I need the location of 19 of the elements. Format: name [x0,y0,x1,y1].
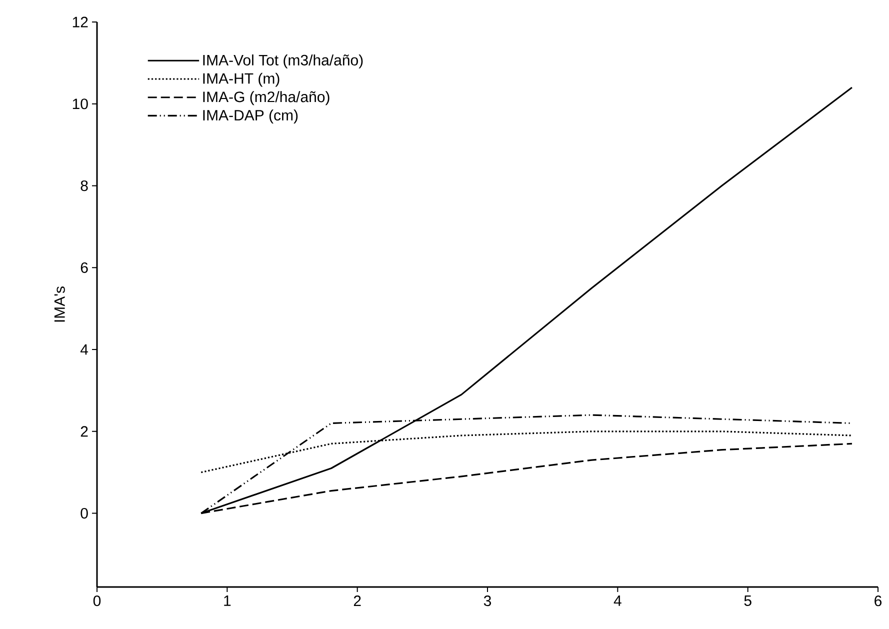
x-tick-label: 5 [744,596,752,606]
legend-label: IMA-DAP (cm) [203,110,298,124]
y-tick-label: 12 [72,16,88,28]
y-tick-label: 8 [80,180,88,192]
y-axis-title: IMA's [54,286,65,322]
x-tick-label: 4 [614,596,622,606]
y-tick-label: 2 [80,426,88,437]
legend-label: IMA-Vol Tot (m3/ha/año) [203,54,363,68]
legend-label: IMA-G (m2/ha/año) [203,91,330,106]
y-tick-label: 10 [72,98,88,110]
x-tick-label: 6 [874,596,882,606]
x-tick-label: 0 [93,596,101,606]
y-tick-label: 0 [80,508,88,519]
x-tick-label: 3 [484,596,492,606]
y-tick-label: 4 [80,344,88,355]
y-tick-label: 6 [80,262,88,273]
x-tick-label: 2 [354,596,361,606]
x-tick-label: 1 [224,596,231,606]
legend-label: IMA-HT (m) [203,72,280,87]
